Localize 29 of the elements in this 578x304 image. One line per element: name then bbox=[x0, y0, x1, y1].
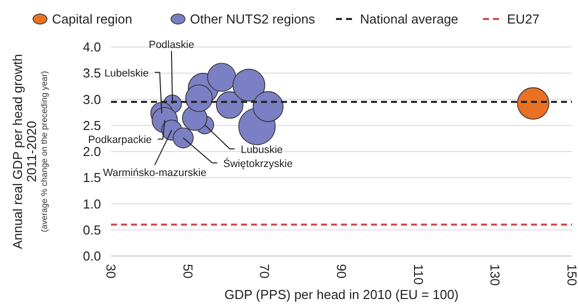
y-tick-label: 3.0 bbox=[82, 92, 101, 107]
x-tick-label: 90 bbox=[334, 264, 349, 278]
legend-label: EU27 bbox=[507, 12, 540, 26]
legend-label: National average bbox=[360, 12, 458, 26]
x-tick-label: 150 bbox=[564, 264, 578, 286]
y-tick-label: 0.0 bbox=[82, 248, 101, 264]
text: (average % change on the preceding year) bbox=[39, 70, 49, 232]
y-axis-title: Annual real GDP per head growth 2011-2020 bbox=[10, 54, 39, 249]
x-tick-label: 110 bbox=[410, 264, 426, 285]
y-tick-label: 1.5 bbox=[82, 170, 101, 186]
y-tick-label: 2.0 bbox=[82, 144, 101, 159]
y-tick-label: 2.5 bbox=[82, 118, 101, 133]
annotation: Lubuskie bbox=[240, 144, 283, 156]
annotation: Świętokrzyskie bbox=[223, 156, 293, 170]
y-tick-label: 1.0 bbox=[82, 196, 101, 212]
x-tick-label: 70 bbox=[257, 264, 272, 278]
annotation: Warmińsko-mazurskie bbox=[102, 167, 207, 180]
annotation: Podlaskie bbox=[148, 38, 194, 51]
x-axis-title: GDP (PPS) per head in 2010 (EU = 100) bbox=[224, 287, 459, 302]
annotation: Podkarpackie bbox=[88, 134, 152, 146]
y-tick-label: 3.5 bbox=[82, 66, 101, 81]
legend-label: Capital region bbox=[52, 12, 132, 26]
y-tick-label: 0.5 bbox=[82, 222, 101, 238]
legend-label: Other NUTS2 regions bbox=[190, 12, 316, 26]
x-tick-label: 30 bbox=[104, 264, 118, 278]
x-tick-label: 50 bbox=[180, 264, 196, 278]
x-tick-label: 130 bbox=[488, 264, 503, 286]
y-tick-label: 4.0 bbox=[82, 40, 101, 54]
annotation: Lubelskie bbox=[104, 67, 149, 80]
